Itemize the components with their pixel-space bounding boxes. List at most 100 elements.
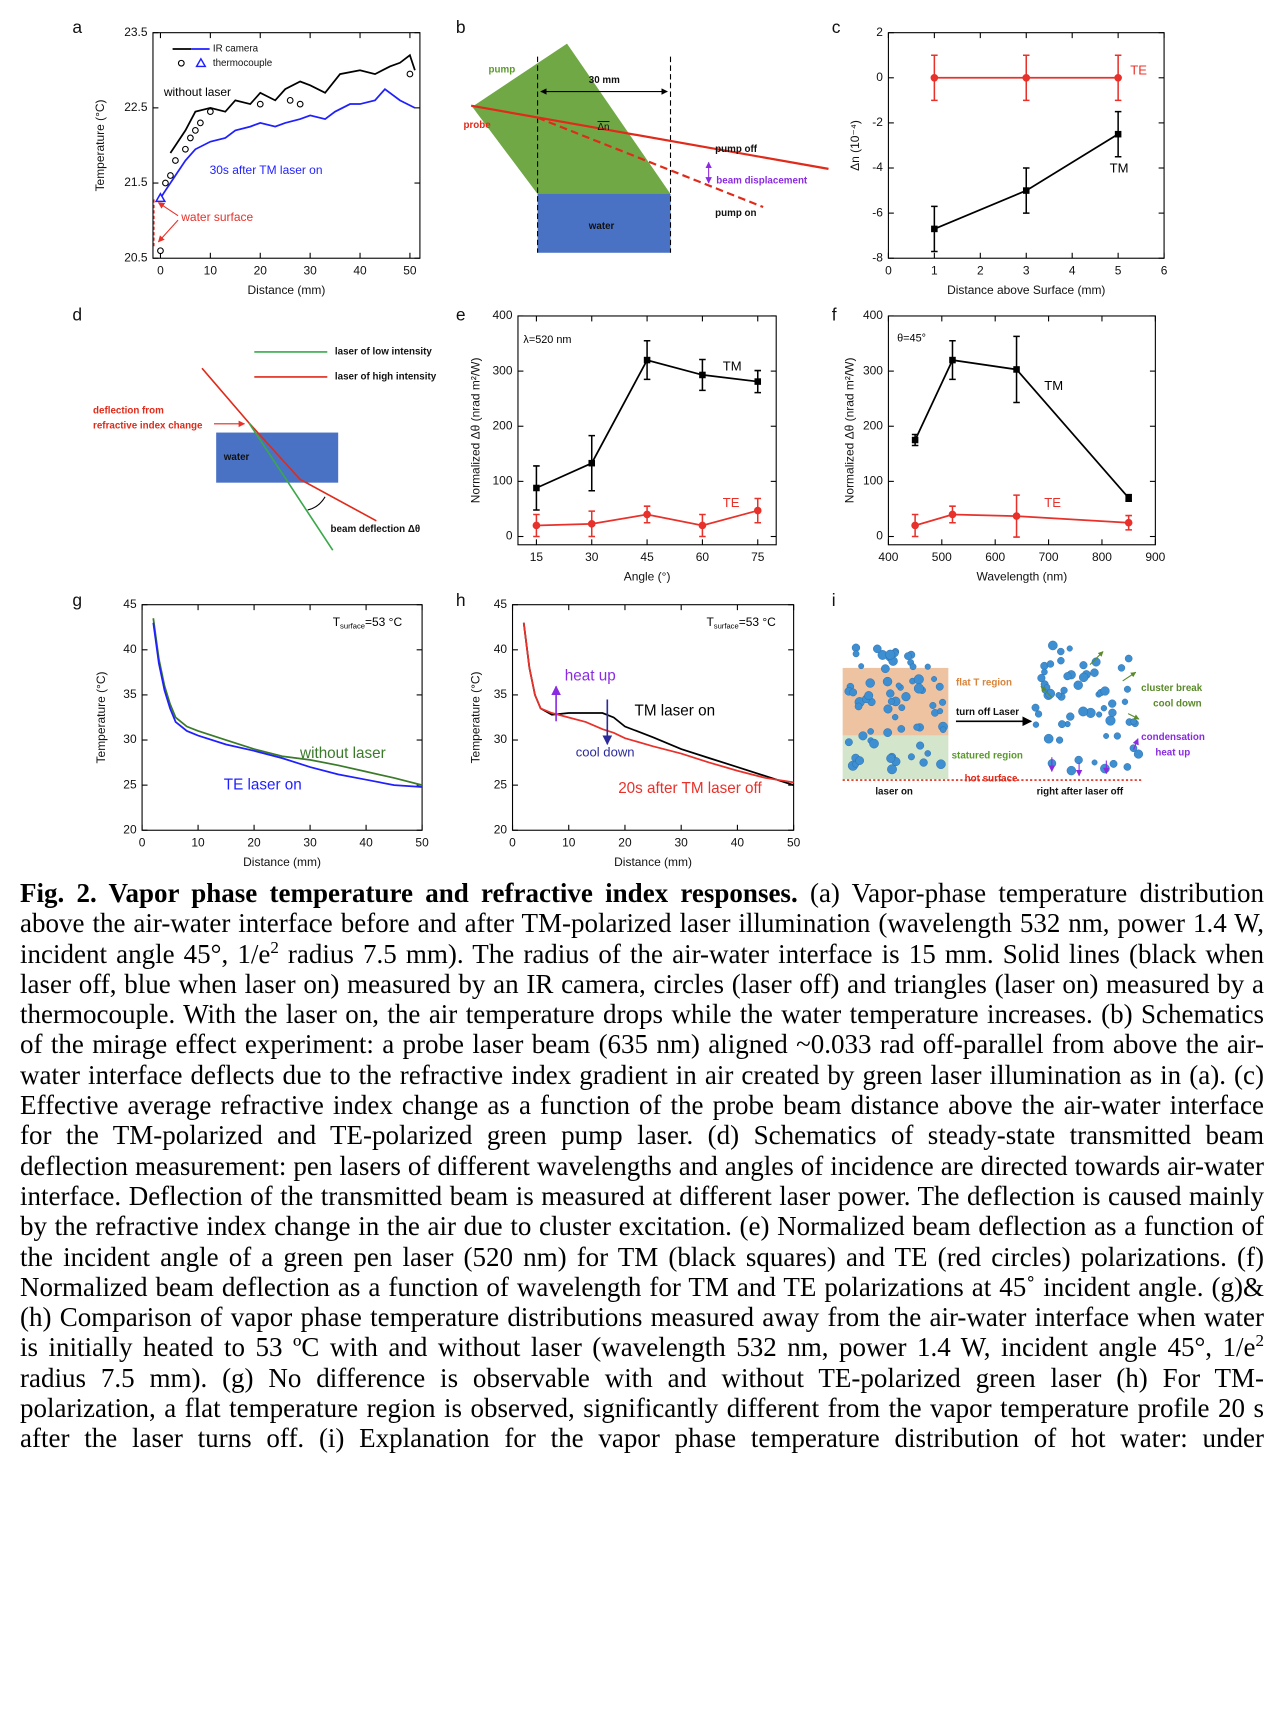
- molecule: [1066, 765, 1077, 776]
- y-tick-label: 22.5: [124, 100, 148, 114]
- label: flat T region: [956, 678, 1012, 689]
- molecule: [1096, 711, 1103, 718]
- molecule: [1078, 706, 1089, 717]
- x-tick-label: 50: [787, 835, 801, 849]
- chart: g 0 10 20 30 40 50 20 25 30 35 40 45 Distance (mm) Tem…: [72, 590, 429, 869]
- x-tick-label: 30: [585, 550, 599, 564]
- label: deflection from: [93, 405, 164, 416]
- marker: [172, 157, 179, 164]
- label: water: [588, 221, 615, 232]
- annotation-sub: surface: [714, 622, 739, 631]
- molecule: [1121, 698, 1129, 705]
- marker: [182, 145, 189, 153]
- label: beam deflection Δθ: [331, 524, 421, 535]
- molecule: [887, 764, 897, 775]
- annotation-part: T: [706, 615, 714, 629]
- panel-label: d: [72, 305, 82, 325]
- annotation: heat up: [565, 668, 616, 685]
- arrow: [1122, 671, 1137, 682]
- panel-label: e: [456, 305, 466, 325]
- label: cool down: [1153, 698, 1201, 709]
- x-tick-label: 0: [157, 263, 164, 277]
- molecule: [858, 731, 868, 741]
- molecule: [1055, 736, 1064, 744]
- label: laser of high intensity: [335, 372, 437, 383]
- legend-key: [177, 59, 185, 67]
- plot-frame: [152, 32, 421, 259]
- molecule: [883, 728, 893, 737]
- decorations: [153, 199, 613, 746]
- marker: [192, 127, 199, 134]
- panel-label: i: [832, 590, 836, 610]
- label: condensation: [1141, 732, 1205, 743]
- x-axis-title: Distance above Surface (mm): [947, 283, 1105, 297]
- molecule: [1100, 705, 1108, 712]
- y-tick-label: 400: [493, 308, 513, 322]
- pump-beam: [472, 43, 671, 194]
- x-tick-label: 30: [303, 835, 317, 849]
- molecule: [929, 701, 937, 709]
- y-tick-label: 25: [494, 777, 508, 791]
- molecule: [1044, 684, 1051, 691]
- label: beam displacement: [716, 175, 808, 186]
- molecule: [887, 697, 895, 705]
- y-tick-label: 0: [506, 529, 513, 543]
- marker: [162, 179, 169, 187]
- marker: [1013, 366, 1020, 373]
- y-tick-label: 20: [123, 822, 137, 836]
- molecule: [1066, 645, 1073, 652]
- molecule: [1057, 657, 1065, 665]
- label: Δn: [598, 122, 610, 133]
- x-tick-label: 900: [1145, 550, 1165, 564]
- molecule: [886, 689, 895, 698]
- annotation: TM laser on: [635, 703, 716, 720]
- molecule: [909, 663, 917, 671]
- caption-text: (a) Vapor-phase temperature distribution…: [20, 878, 1264, 969]
- molecule: [854, 702, 863, 711]
- y-tick-label: 20.5: [124, 250, 148, 264]
- molecule: [1037, 673, 1046, 683]
- molecule: [904, 652, 912, 660]
- marker: [1114, 73, 1122, 82]
- plot-frame: [887, 315, 1156, 546]
- marker: [698, 521, 707, 530]
- marker: [948, 510, 957, 519]
- x-axis-title: Distance (mm): [614, 855, 692, 869]
- y-tick-label: 35: [123, 687, 137, 701]
- y-tick-label: -2: [872, 115, 883, 129]
- y-tick-label: 45: [494, 597, 508, 611]
- molecule: [913, 674, 924, 685]
- marker: [911, 521, 919, 530]
- label: refractive index change: [93, 421, 203, 432]
- caption-text: radius 7.5 mm). (g) No difference is obs…: [20, 1362, 1264, 1454]
- x-tick-label: 4: [1069, 263, 1076, 277]
- y-axis-title: Normalized Δθ (nrad m²/W): [842, 358, 856, 504]
- annotation-part: =53 °C: [365, 615, 402, 629]
- molecule: [858, 663, 865, 670]
- molecule: [1113, 732, 1121, 740]
- molecule: [869, 738, 879, 749]
- water: [216, 432, 339, 483]
- marker: [167, 172, 174, 179]
- x-tick-label: 1: [931, 263, 938, 277]
- series-line: [152, 622, 423, 788]
- y-axis-title: Temperature (°C): [93, 99, 107, 191]
- arrow: [1040, 686, 1053, 698]
- label: turn off Laser: [956, 707, 1019, 718]
- molecule: [1066, 712, 1075, 721]
- molecule: [1079, 661, 1088, 670]
- series-line: [914, 359, 1130, 499]
- marker: [1124, 518, 1133, 527]
- legend-label: IR camera: [213, 44, 259, 55]
- molecule: [1078, 672, 1089, 683]
- molecule: [1043, 733, 1054, 744]
- y-tick-label: -4: [872, 160, 883, 174]
- label: cluster break: [1141, 683, 1203, 694]
- molecule: [864, 691, 874, 701]
- annotation: TM: [723, 359, 742, 374]
- y-tick-label: 2: [876, 25, 883, 39]
- molecule: [1060, 686, 1068, 694]
- y-tick-label: 40: [123, 642, 137, 656]
- molecule: [924, 750, 932, 757]
- annotation: λ=520 nm: [523, 334, 571, 346]
